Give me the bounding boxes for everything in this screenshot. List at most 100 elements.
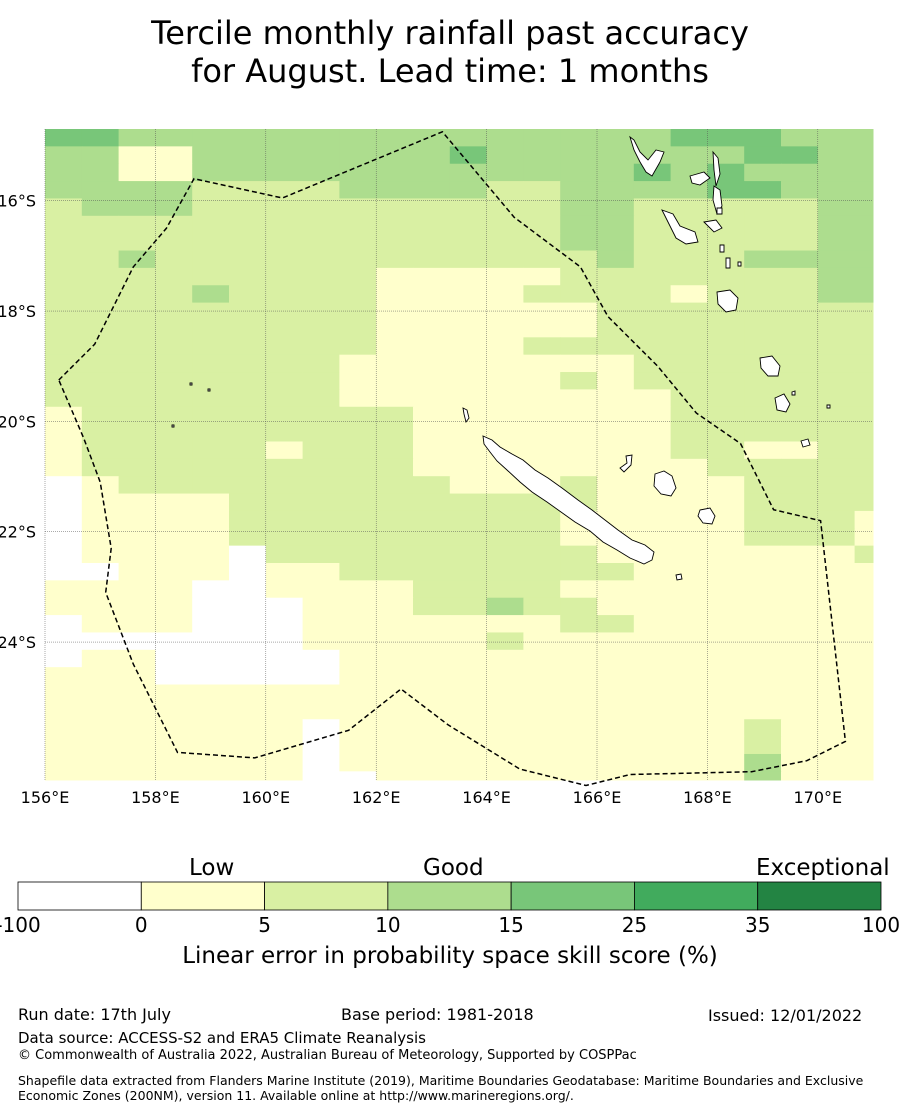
skill-cell xyxy=(302,510,340,529)
skill-cell xyxy=(192,250,230,269)
skill-cell xyxy=(744,615,782,633)
map-title: Tercile monthly rainfall past accuracy f… xyxy=(0,14,900,90)
skill-cell xyxy=(670,406,708,425)
skill-cell xyxy=(376,146,414,165)
skill-cell xyxy=(413,563,451,581)
skill-cell xyxy=(229,458,267,477)
skill-cell xyxy=(523,337,561,356)
skill-cell xyxy=(45,476,83,495)
skill-cell xyxy=(155,510,193,529)
skill-cell xyxy=(486,337,524,356)
skill-cell xyxy=(854,302,874,321)
skill-cell xyxy=(449,649,488,668)
skill-cell xyxy=(229,163,267,182)
skill-cell xyxy=(854,389,874,408)
skill-cell xyxy=(265,372,304,390)
skill-cell xyxy=(781,406,819,425)
skill-cell xyxy=(118,528,156,547)
skill-cell xyxy=(413,771,451,781)
skill-cell xyxy=(339,493,377,512)
skill-cell xyxy=(817,250,856,269)
skill-cell xyxy=(449,233,488,252)
skill-cell xyxy=(265,146,304,165)
skill-cell xyxy=(449,372,488,390)
skill-cell xyxy=(45,528,83,547)
skill-cell xyxy=(523,684,561,703)
skill-cell xyxy=(118,285,156,304)
skill-cell xyxy=(597,615,635,633)
skill-cell xyxy=(707,753,745,772)
skill-cell xyxy=(817,753,856,772)
colorbar-tick-label: 0 xyxy=(135,913,148,937)
skill-cell xyxy=(81,719,120,738)
skill-cell xyxy=(376,424,414,442)
skill-cell xyxy=(449,337,488,356)
skill-cell xyxy=(229,719,267,738)
skill-cell xyxy=(817,545,856,564)
skill-cell xyxy=(486,406,524,425)
skill-cell xyxy=(854,163,874,182)
skill-cell xyxy=(817,354,856,373)
colorbar-segment xyxy=(17,881,142,911)
skill-cell xyxy=(339,510,377,529)
skill-cell xyxy=(854,545,874,564)
skill-cell xyxy=(413,181,451,199)
new-caledonia-main-island xyxy=(482,435,655,565)
skill-cell xyxy=(523,563,561,581)
skill-cell xyxy=(192,285,230,304)
skill-cell xyxy=(597,406,635,425)
skill-grid-cells xyxy=(45,129,874,781)
skill-cell xyxy=(229,389,267,408)
skill-cell xyxy=(817,771,856,781)
skill-cell xyxy=(339,215,377,234)
skill-cell xyxy=(155,337,193,356)
colorbar-segment xyxy=(634,881,759,911)
skill-cell xyxy=(192,597,230,616)
skill-cell xyxy=(376,163,414,182)
skill-cell xyxy=(45,302,83,321)
skill-cell xyxy=(781,667,819,686)
skill-cell xyxy=(707,545,745,564)
skill-cell xyxy=(597,198,635,217)
skill-cell xyxy=(376,129,414,147)
skill-cell xyxy=(192,302,230,321)
skill-cell xyxy=(118,267,156,286)
skill-cell xyxy=(192,215,230,234)
skill-cell xyxy=(376,545,414,564)
aneityum xyxy=(800,438,811,448)
skill-cell xyxy=(265,319,304,338)
skill-cell xyxy=(413,354,451,373)
skill-cell xyxy=(781,215,819,234)
skill-cell xyxy=(339,719,377,738)
skill-cell xyxy=(118,580,156,599)
skill-cell xyxy=(449,771,488,781)
skill-cell xyxy=(118,389,156,408)
skill-cell xyxy=(744,250,782,269)
skill-cell xyxy=(413,545,451,564)
mare xyxy=(697,507,716,525)
skill-cell xyxy=(229,337,267,356)
skill-cell xyxy=(707,510,745,529)
skill-cell xyxy=(155,632,193,651)
skill-cell xyxy=(302,250,340,269)
skill-cell xyxy=(45,684,83,703)
skill-cell xyxy=(744,563,782,581)
skill-cell xyxy=(449,753,488,772)
skill-cell xyxy=(265,129,304,147)
skill-cell xyxy=(597,458,635,477)
skill-cell xyxy=(486,285,524,304)
colorbar-tick-label: 5 xyxy=(258,913,271,937)
skill-cell xyxy=(155,354,193,373)
skill-cell xyxy=(670,319,708,338)
skill-cell xyxy=(118,719,156,738)
skill-cell xyxy=(707,163,745,182)
skill-cell xyxy=(523,615,561,633)
skill-cell xyxy=(265,528,304,547)
skill-cell xyxy=(118,684,156,703)
skill-cell xyxy=(118,198,156,217)
skill-cell xyxy=(118,372,156,390)
skill-cell xyxy=(854,597,874,616)
skill-cell xyxy=(229,528,267,547)
skill-cell xyxy=(597,129,635,147)
skill-cell xyxy=(670,285,708,304)
